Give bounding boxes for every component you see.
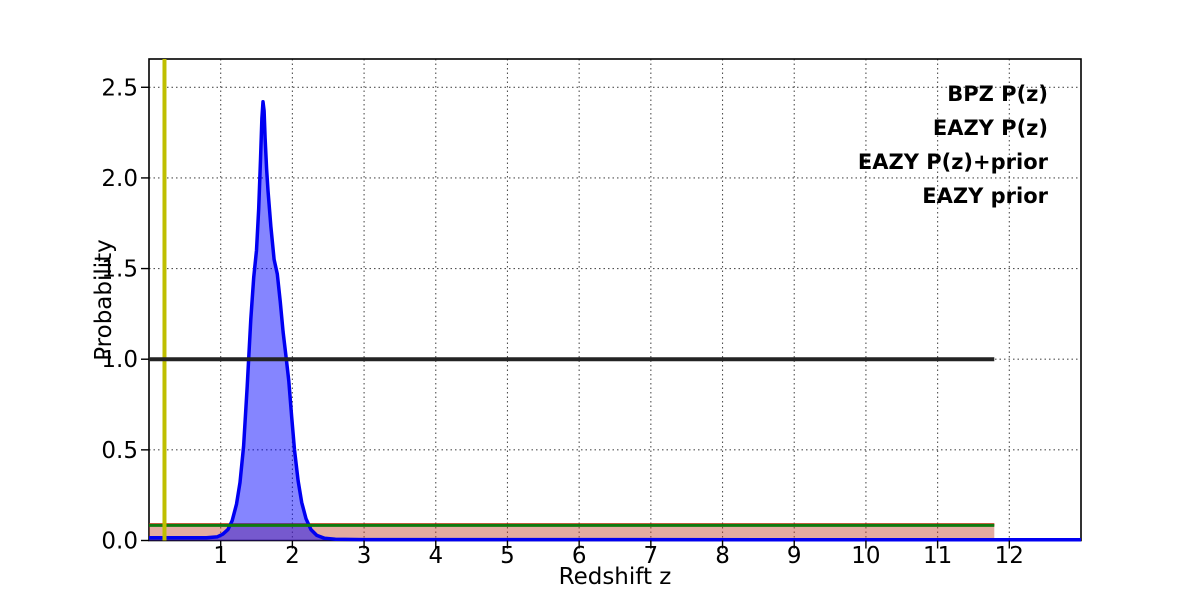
x-tick-label: 2 xyxy=(285,543,300,569)
series-line-BPZ-P-z- xyxy=(149,100,1082,542)
y-tick-label: 1.0 xyxy=(101,347,138,373)
legend-entry-bpz-pz: BPZ P(z) xyxy=(947,82,1048,106)
legend-entry-eazy-prior: EAZY prior xyxy=(922,184,1048,208)
y-tick-label: 0.5 xyxy=(101,438,138,464)
x-tick-label: 3 xyxy=(357,543,372,569)
x-tick-label: 6 xyxy=(572,543,587,569)
y-axis-label: Probability xyxy=(91,239,117,361)
y-tick-label: 1.5 xyxy=(101,257,138,283)
x-tick-label: 12 xyxy=(995,543,1024,569)
x-tick-label: 5 xyxy=(500,543,515,569)
x-tick-label: 1 xyxy=(213,543,228,569)
x-tick-label: 4 xyxy=(428,543,443,569)
x-tick-label: 7 xyxy=(644,543,659,569)
x-axis-label: Redshift z xyxy=(559,564,672,590)
x-tick-label: 11 xyxy=(923,543,952,569)
series-fill-EAZY-P-z- xyxy=(149,524,995,541)
chart-generated-layers: 1 2 3 4 5 6 7 8 9 10 11 120.00.51.01.52.02.5 xyxy=(101,58,1082,569)
x-tick-label: 9 xyxy=(787,543,802,569)
y-tick-label: 0.0 xyxy=(101,529,138,555)
y-tick-label: 2.5 xyxy=(101,75,138,101)
x-tick-label: 10 xyxy=(851,543,880,569)
x-tick-label: 8 xyxy=(715,543,730,569)
series-fill-BPZ-P-z- xyxy=(149,101,1081,541)
legend-entry-eazy-pz-prior: EAZY P(z)+prior xyxy=(858,150,1049,174)
legend-entry-eazy-pz: EAZY P(z) xyxy=(933,116,1048,140)
y-tick-label: 2.0 xyxy=(101,166,138,192)
